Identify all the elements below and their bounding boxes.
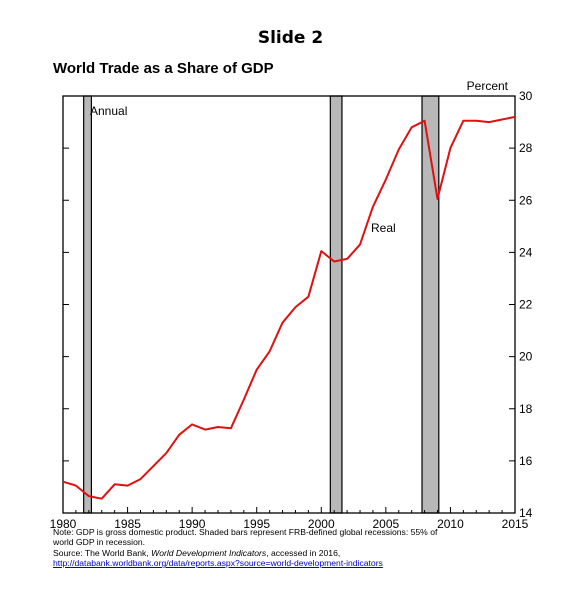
source-link[interactable]: http://databank.worldbank.org/data/repor… [53, 558, 383, 569]
y-tick-label-16: 16 [519, 454, 533, 468]
chart-notes: Note: GDP is gross domestic product. Sha… [53, 527, 523, 569]
source-line: Source: The World Bank, World Developmen… [53, 548, 523, 558]
x-tick-label-2015: 2015 [502, 517, 529, 531]
x-tick-label-1995: 1995 [243, 517, 270, 531]
x-tick-label-2010: 2010 [437, 517, 464, 531]
unit-label: Percent [467, 79, 509, 93]
chart-title: World Trade as a Share of GDP [53, 60, 274, 77]
slide-title: Slide 2 [257, 28, 324, 48]
x-tick-label-1985: 1985 [114, 517, 141, 531]
source-prefix: Source: The World Bank, [53, 547, 152, 558]
y-tick-label-26: 26 [519, 193, 533, 207]
y-tick-label-30: 30 [519, 89, 533, 103]
x-tick-label-1990: 1990 [179, 517, 206, 531]
note-line-2: world GDP in recession. [53, 537, 146, 548]
recession-bar-2 [329, 95, 343, 514]
axis-ticks [62, 95, 516, 514]
recession-bar-1 [83, 95, 93, 514]
source-publication: World Development Indicators [151, 547, 267, 558]
y-tick-label-18: 18 [519, 402, 533, 416]
y-tick-label-24: 24 [519, 245, 533, 259]
y-tick-label-22: 22 [519, 298, 533, 312]
x-tick-label-1980: 1980 [50, 517, 77, 531]
y-tick-label-14: 14 [519, 506, 533, 520]
series-line-real [62, 115, 516, 500]
annotation-annual: Annual [90, 104, 127, 118]
recession-bars [83, 95, 440, 514]
y-tick-label-28: 28 [519, 141, 533, 155]
series-label-real: Real [371, 221, 396, 235]
x-tick-label-2005: 2005 [373, 517, 400, 531]
note-line-1: Note: GDP is gross domestic product. Sha… [53, 527, 438, 537]
x-tick-label-2000: 2000 [308, 517, 335, 531]
source-suffix: , accessed in 2016, [266, 547, 341, 558]
y-tick-label-20: 20 [519, 350, 533, 364]
